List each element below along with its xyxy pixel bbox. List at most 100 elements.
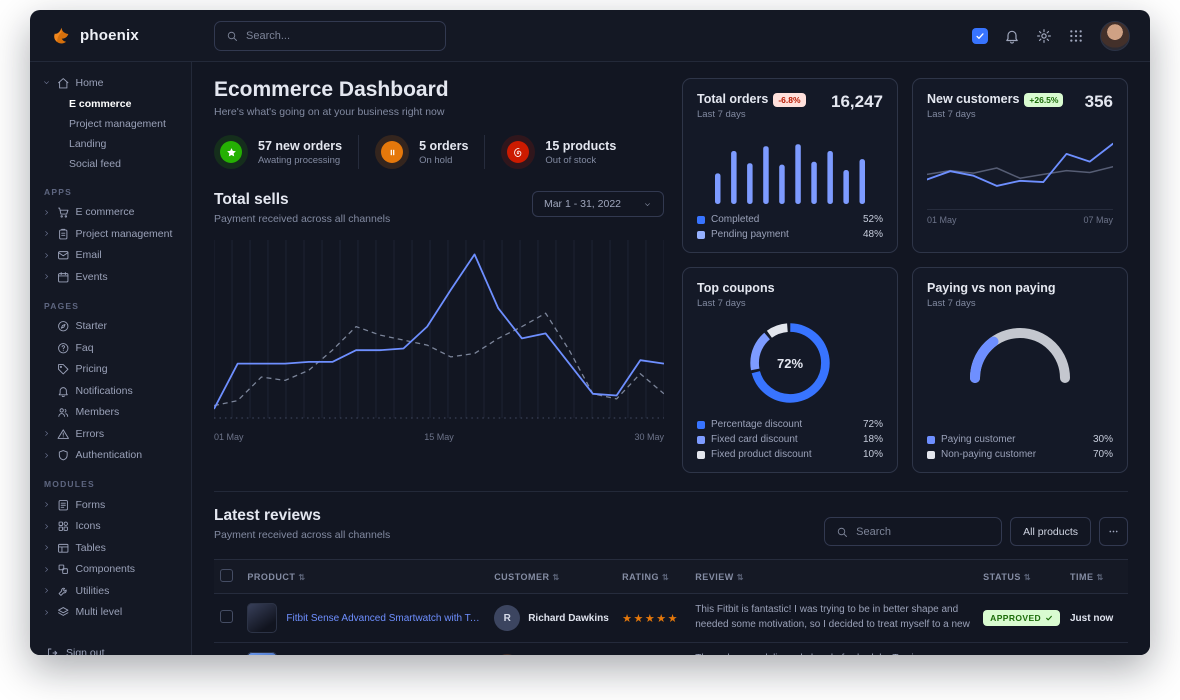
sidebar-item-authentication[interactable]: Authentication [30, 445, 191, 467]
new-customers-period: Last 7 days [927, 109, 976, 120]
sidebar-item-components[interactable]: Components [30, 559, 191, 581]
users-icon [57, 406, 70, 419]
notifications-bell-icon[interactable] [1004, 28, 1020, 44]
rating-stars: ★★★★★ [622, 612, 680, 625]
sidebar-item-label: E commerce [75, 206, 135, 219]
brand[interactable]: phoenix [30, 25, 192, 47]
sidebar-item-multi-level[interactable]: Multi level [30, 602, 191, 624]
legend-swatch [927, 450, 935, 459]
sidebar-item-e-commerce[interactable]: E commerce [69, 97, 132, 110]
sidebar-item-project-management[interactable]: Project management [69, 117, 166, 130]
sidebar-item-e-commerce[interactable]: E commerce [30, 202, 191, 224]
sidebar-item-home[interactable]: Home [30, 72, 191, 94]
sort-icon: ⇅ [736, 572, 744, 582]
dashboard-cards: Total orders -6.8% Last 7 days 16,247 Com… [682, 78, 1128, 473]
sidebar-item-label: Project management [75, 227, 173, 240]
sidebar-item-label: Multi level [75, 606, 123, 619]
chevron-right-icon [42, 229, 51, 238]
stat-caption: Out of stock [545, 154, 597, 166]
column-header-rating[interactable]: RATING ⇅ [616, 559, 690, 594]
stat-value: 15 products [545, 138, 617, 153]
review-row: iPhone 13 pro max-Pacific Blue-128GB sto… [214, 642, 1128, 655]
dashboard-left-column: Ecommerce Dashboard Here's what's going … [214, 78, 664, 473]
legend-label: Percentage discount [711, 419, 803, 430]
sidebar-item-label: Members [75, 406, 120, 419]
column-header-customer[interactable]: CUSTOMER ⇅ [488, 559, 617, 594]
legend-value: 72% [862, 419, 883, 430]
chevron-right-icon [42, 608, 51, 617]
paying-title: Paying vs non paying [927, 281, 1056, 295]
legend-swatch [697, 435, 705, 444]
total-orders-legend: Completed 52% Pending payment 48% [697, 214, 883, 240]
x-axis-label: 01 May [214, 432, 244, 442]
tag-icon [57, 363, 70, 376]
sidebar-item-label: Home [75, 76, 104, 89]
reviews-search-input[interactable] [856, 525, 991, 538]
total-orders-value: 16,247 [831, 92, 883, 111]
sidebar-item-starter[interactable]: Starter [30, 316, 191, 338]
sidebar-item-tables[interactable]: Tables [30, 537, 191, 559]
column-header-review[interactable]: REVIEW ⇅ [689, 559, 978, 594]
sidebar-item-project-management[interactable]: Project management [30, 223, 191, 245]
legend-item-fixed-product-discount: Fixed product discount 10% [697, 449, 883, 460]
chevron-right-icon [42, 500, 51, 509]
column-header-status[interactable]: STATUS ⇅ [977, 559, 1064, 594]
sidebar-item-forms[interactable]: Forms [30, 494, 191, 516]
sidebar-item-email[interactable]: Email [30, 245, 191, 267]
sidebar-item-label: Starter [75, 320, 108, 333]
sidebar-item-label: Pricing [75, 363, 108, 376]
review-time: Just now [1064, 593, 1128, 643]
sidebar-item-label: Tables [75, 541, 106, 554]
sign-out-button[interactable]: Sign out [30, 639, 191, 655]
global-search[interactable] [214, 20, 446, 51]
sort-icon: ⇅ [552, 572, 560, 582]
clipboard-icon [57, 228, 70, 241]
sidebar-item-icons[interactable]: Icons [30, 516, 191, 538]
settings-gear-icon[interactable] [1036, 28, 1052, 44]
stat-icon-ring [214, 135, 248, 169]
sidebar: Home E commerce Project management Landing S… [30, 62, 192, 655]
table-icon [57, 542, 70, 555]
global-search-input[interactable] [246, 29, 434, 42]
sidebar-item-landing[interactable]: Landing [69, 137, 107, 150]
legend-label: Completed [711, 214, 760, 225]
sort-icon: ⇅ [1096, 572, 1104, 582]
calendar-icon [57, 271, 70, 284]
column-header-product[interactable]: PRODUCT ⇅ [241, 559, 489, 594]
stat-caption: On hold [419, 154, 453, 166]
review-row: Fitbit Sense Advanced Smartwatch with To… [214, 593, 1128, 643]
legend-value: 70% [1092, 449, 1113, 460]
total-sells-chart [214, 240, 664, 419]
chevron-right-icon [42, 208, 51, 217]
stat-icon-ring [375, 135, 410, 169]
reviews-search[interactable] [824, 517, 1003, 546]
user-avatar[interactable] [1100, 20, 1130, 51]
legend-swatch [697, 420, 705, 429]
sidebar-item-label: Errors [75, 427, 105, 440]
all-products-button[interactable]: All products [1010, 517, 1091, 546]
theme-toggle-icon[interactable] [972, 27, 988, 44]
column-header-time[interactable]: TIME ⇅ [1064, 559, 1128, 594]
more-options-button[interactable] [1099, 517, 1128, 546]
row-checkbox[interactable] [220, 610, 233, 623]
sidebar-item-social-feed[interactable]: Social feed [69, 157, 121, 170]
apps-grid-icon[interactable] [1068, 28, 1084, 44]
top-coupons-title: Top coupons [697, 281, 775, 295]
sidebar-item-errors[interactable]: Errors [30, 423, 191, 445]
paying-chart [969, 328, 1070, 383]
sidebar-item-events[interactable]: Events [30, 266, 191, 288]
stat-out-of-stock: 15 products Out of stock [501, 135, 632, 169]
sidebar-item-faq[interactable]: Faq [30, 337, 191, 359]
sidebar-item-utilities[interactable]: Utilities [30, 580, 191, 602]
product-link[interactable]: Fitbit Sense Advanced Smartwatch with To… [286, 612, 482, 624]
select-all-checkbox[interactable] [220, 569, 233, 582]
app-window: phoenix Home E commerce Project management… [30, 10, 1150, 655]
sidebar-item-notifications[interactable]: Notifications [30, 380, 191, 402]
chevron-right-icon [42, 522, 51, 531]
sidebar-item-members[interactable]: Members [30, 402, 191, 424]
legend-value: 52% [862, 214, 883, 225]
legend-label: Non-paying customer [941, 449, 1037, 460]
warning-icon [57, 428, 70, 441]
sidebar-item-pricing[interactable]: Pricing [30, 359, 191, 381]
date-range-select[interactable]: Mar 1 - 31, 2022 [531, 191, 664, 217]
